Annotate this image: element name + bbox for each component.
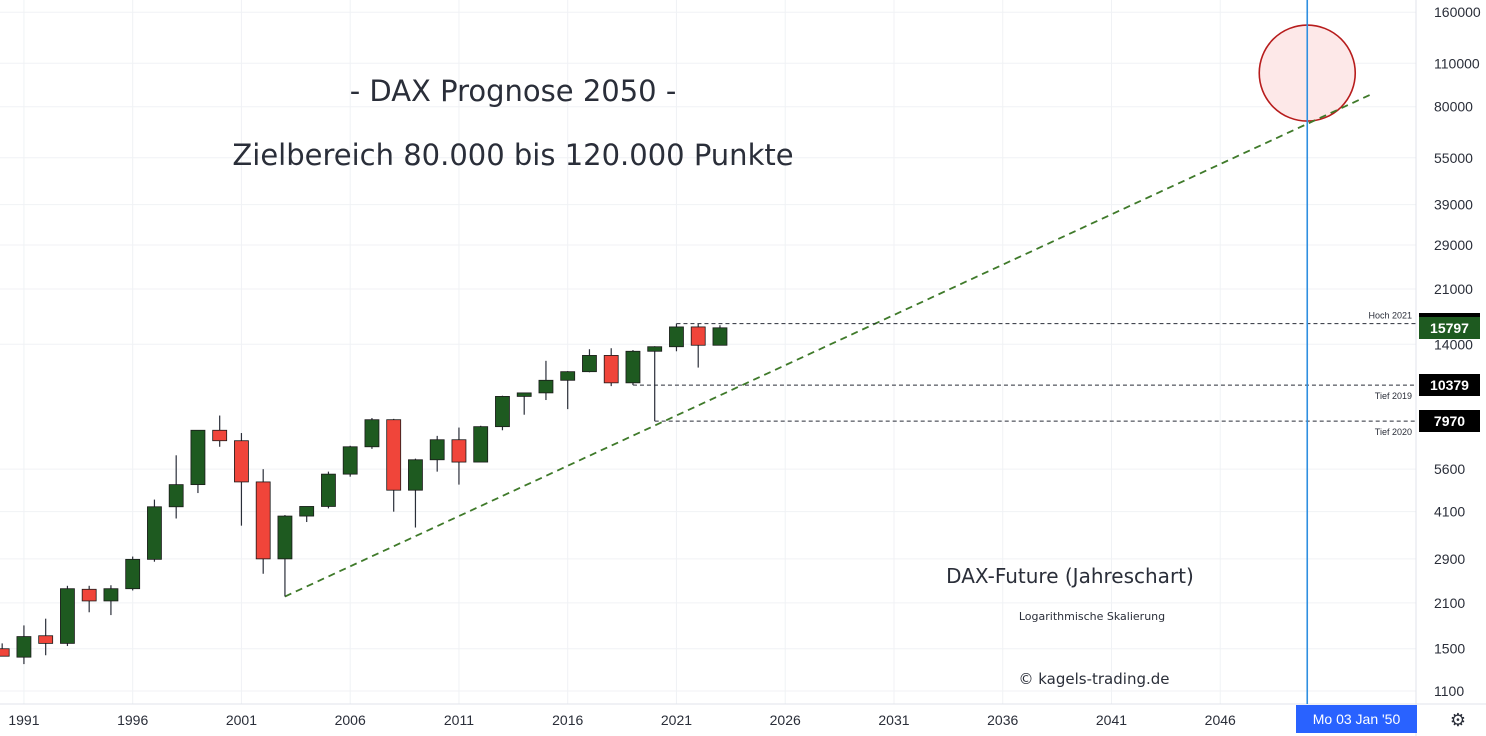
level-label: Tief 2020 [1375, 427, 1412, 437]
y-tick-label: 39000 [1434, 197, 1473, 213]
candle-body [125, 558, 141, 590]
x-tick-label: 2041 [1096, 712, 1127, 728]
y-tick-label: 2900 [1434, 551, 1465, 567]
x-tick-label: 2026 [770, 712, 801, 728]
candle-body [647, 346, 663, 352]
price-badge-10379: 10379 [1419, 374, 1480, 397]
y-tick-label: 29000 [1434, 237, 1473, 253]
y-tick-label: 55000 [1434, 150, 1473, 166]
x-tick-label: 2031 [878, 712, 909, 728]
x-tick-label: 2011 [444, 712, 474, 728]
gear-icon[interactable]: ⚙ [1449, 710, 1467, 730]
x-tick-label: 1991 [8, 712, 39, 728]
level-label: Tief 2019 [1375, 391, 1412, 401]
candle-body [451, 439, 467, 463]
candle-body [190, 429, 206, 486]
candle-body [429, 439, 445, 461]
scale-note: Logarithmische Skalierung [1018, 610, 1166, 623]
chart-subtitle: Zielbereich 80.000 bis 120.000 Punkte [232, 138, 794, 172]
candle-body [669, 326, 684, 348]
cursor-date-badge: Mo 03 Jan '50 [1296, 705, 1417, 733]
y-tick-label: 14000 [1434, 336, 1473, 352]
candle-body [386, 419, 402, 491]
x-tick-label: 2006 [335, 712, 366, 728]
trendline [284, 92, 1373, 598]
y-tick-label: 1500 [1434, 641, 1465, 657]
x-tick-label: 2046 [1205, 712, 1236, 728]
candle-body [538, 379, 554, 394]
candle-body [516, 392, 532, 397]
y-tick-label: 110000 [1434, 55, 1480, 71]
y-tick-label: 80000 [1434, 99, 1473, 115]
candle-body [277, 515, 293, 560]
y-tick-label: 21000 [1434, 281, 1473, 297]
candle-body [321, 473, 336, 507]
x-tick-label: 2036 [987, 712, 1018, 728]
candle-body [408, 459, 423, 491]
candle-body [560, 371, 576, 381]
candle-body [625, 350, 641, 384]
candle-body [60, 588, 75, 644]
y-tick-label: 2100 [1434, 595, 1465, 611]
candle-body [364, 419, 380, 448]
candle-body [234, 440, 249, 483]
y-tick-label: 1100 [1434, 683, 1464, 699]
y-tick-label: 160000 [1434, 4, 1481, 20]
candle-body [212, 429, 228, 442]
y-tick-label: 4100 [1434, 504, 1465, 520]
price-badge-7970: 7970 [1419, 410, 1480, 433]
level-label: Hoch 2021 [1368, 311, 1412, 321]
x-tick-label: 2016 [552, 712, 583, 728]
series-label: DAX-Future (Jahreschart) [946, 564, 1194, 588]
candle-body [690, 326, 706, 346]
candle-body [473, 426, 489, 463]
candle-body [342, 446, 358, 475]
candle-body [16, 636, 32, 658]
price-badge-15797: 15797 [1419, 316, 1480, 339]
candle-body [0, 648, 10, 657]
candle-body [712, 327, 728, 346]
y-tick-label: 5600 [1434, 461, 1465, 477]
chart-title: - DAX Prognose 2050 - [349, 74, 677, 108]
copyright-note: © kagels-trading.de [1018, 670, 1170, 688]
candle-body [81, 588, 97, 602]
x-tick-label: 2001 [226, 712, 257, 728]
candle-body [255, 481, 271, 560]
candle-body [495, 396, 510, 428]
candle-body [603, 355, 619, 384]
candle-body [299, 506, 315, 517]
candle-body [38, 635, 54, 644]
candle-body [103, 588, 119, 602]
candle-body [582, 355, 597, 373]
x-tick-label: 1996 [117, 712, 148, 728]
candle-body [147, 506, 162, 560]
candle-body [168, 484, 184, 508]
x-tick-label: 2021 [661, 712, 692, 728]
